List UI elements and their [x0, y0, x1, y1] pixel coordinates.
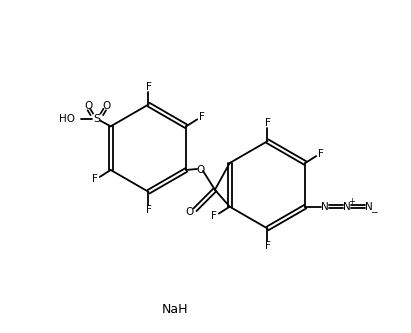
Text: F: F	[199, 113, 205, 123]
Text: N: N	[365, 202, 373, 212]
Text: N: N	[321, 202, 329, 212]
Text: O: O	[85, 101, 93, 111]
Text: F: F	[145, 82, 151, 92]
Text: NaH: NaH	[162, 303, 189, 316]
Text: +: +	[349, 197, 356, 206]
Text: F: F	[145, 205, 151, 215]
Text: S: S	[93, 115, 100, 125]
Text: HO: HO	[59, 115, 75, 125]
Text: O: O	[103, 101, 111, 111]
Text: F: F	[92, 174, 98, 184]
Text: F: F	[211, 210, 217, 220]
Text: F: F	[265, 241, 270, 251]
Text: O: O	[185, 206, 193, 217]
Text: −: −	[370, 207, 377, 216]
Text: F: F	[265, 118, 270, 128]
Text: F: F	[318, 149, 324, 159]
Text: N: N	[343, 202, 351, 212]
Text: O: O	[196, 165, 204, 175]
